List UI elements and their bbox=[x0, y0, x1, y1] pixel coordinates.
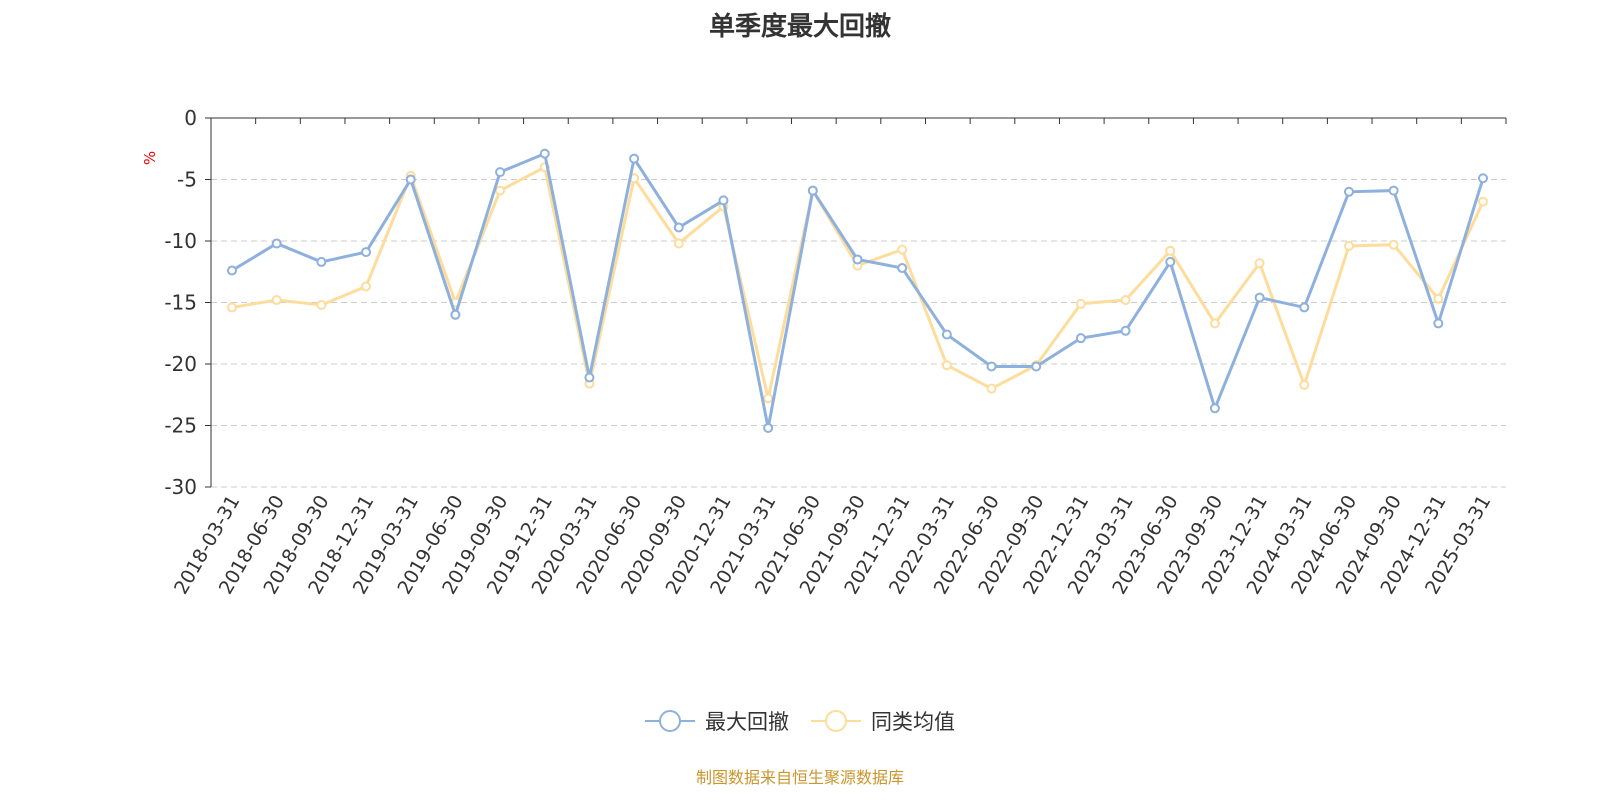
data-point bbox=[405, 174, 416, 185]
legend-label: 同类均值 bbox=[871, 710, 955, 734]
y-tick-label: -20 bbox=[164, 352, 197, 376]
y-tick-label: -15 bbox=[164, 291, 197, 315]
data-point bbox=[316, 256, 327, 267]
data-point bbox=[495, 167, 506, 178]
data-point bbox=[316, 299, 327, 310]
data-point bbox=[718, 195, 729, 206]
data-point bbox=[1075, 333, 1086, 344]
legend-line-circle-icon bbox=[645, 710, 695, 732]
data-point bbox=[1075, 298, 1086, 309]
data-point bbox=[852, 254, 863, 265]
data-point bbox=[1478, 196, 1488, 207]
data-point bbox=[1120, 325, 1131, 336]
data-point bbox=[1165, 256, 1176, 267]
data-point bbox=[1254, 258, 1265, 269]
data-point bbox=[763, 393, 774, 404]
y-tick-label: -5 bbox=[177, 168, 197, 192]
series-line bbox=[231, 151, 1485, 429]
data-point bbox=[897, 244, 908, 255]
data-point bbox=[1433, 318, 1444, 329]
legend-item[interactable]: 同类均值 bbox=[811, 706, 955, 736]
data-point bbox=[673, 222, 684, 233]
data-point bbox=[1343, 186, 1354, 197]
data-point bbox=[897, 263, 908, 274]
data-point bbox=[1209, 318, 1220, 329]
data-point bbox=[1299, 302, 1310, 313]
data-point bbox=[361, 247, 372, 258]
data-point bbox=[271, 238, 282, 249]
data-point bbox=[1433, 293, 1444, 304]
data-point bbox=[1388, 239, 1399, 250]
y-tick-label: 0 bbox=[184, 106, 197, 130]
data-point bbox=[941, 360, 952, 371]
data-point bbox=[450, 309, 461, 320]
data-point bbox=[584, 372, 595, 383]
y-axis-label: % bbox=[141, 151, 159, 165]
data-point bbox=[1165, 245, 1176, 256]
data-point bbox=[1343, 240, 1354, 251]
y-tick-label: -25 bbox=[164, 414, 197, 438]
data-point bbox=[495, 185, 506, 196]
data-point bbox=[1388, 185, 1399, 196]
data-point bbox=[986, 383, 997, 394]
data-point bbox=[361, 281, 372, 292]
data-point bbox=[1299, 379, 1310, 390]
source-note: 制图数据来自恒生聚源数据库 bbox=[695, 768, 904, 787]
y-tick-label: -10 bbox=[164, 229, 197, 253]
data-point bbox=[1254, 292, 1265, 303]
data-point bbox=[1031, 361, 1042, 372]
data-point bbox=[1120, 295, 1131, 306]
data-point bbox=[1478, 173, 1488, 184]
data-point bbox=[986, 361, 997, 372]
data-point bbox=[763, 422, 774, 433]
data-point bbox=[1209, 403, 1220, 414]
data-point bbox=[807, 185, 818, 196]
data-point bbox=[941, 329, 952, 340]
data-point bbox=[539, 148, 550, 159]
data-point bbox=[271, 295, 282, 306]
data-point bbox=[673, 238, 684, 249]
data-point bbox=[629, 153, 640, 164]
legend-item[interactable]: 最大回撤 bbox=[645, 706, 789, 736]
data-point bbox=[227, 265, 237, 276]
legend-line-circle-icon bbox=[811, 710, 861, 732]
legend-label: 最大回撤 bbox=[705, 710, 789, 734]
line-chart: 0-5-10-15-20-25-30%2018-03-312018-06-302… bbox=[141, 106, 1507, 598]
chart-title: 单季度最大回撤 bbox=[708, 12, 891, 42]
y-tick-label: -30 bbox=[164, 475, 197, 499]
legend: 最大回撤 同类均值 bbox=[0, 706, 1600, 736]
data-point bbox=[227, 302, 237, 313]
